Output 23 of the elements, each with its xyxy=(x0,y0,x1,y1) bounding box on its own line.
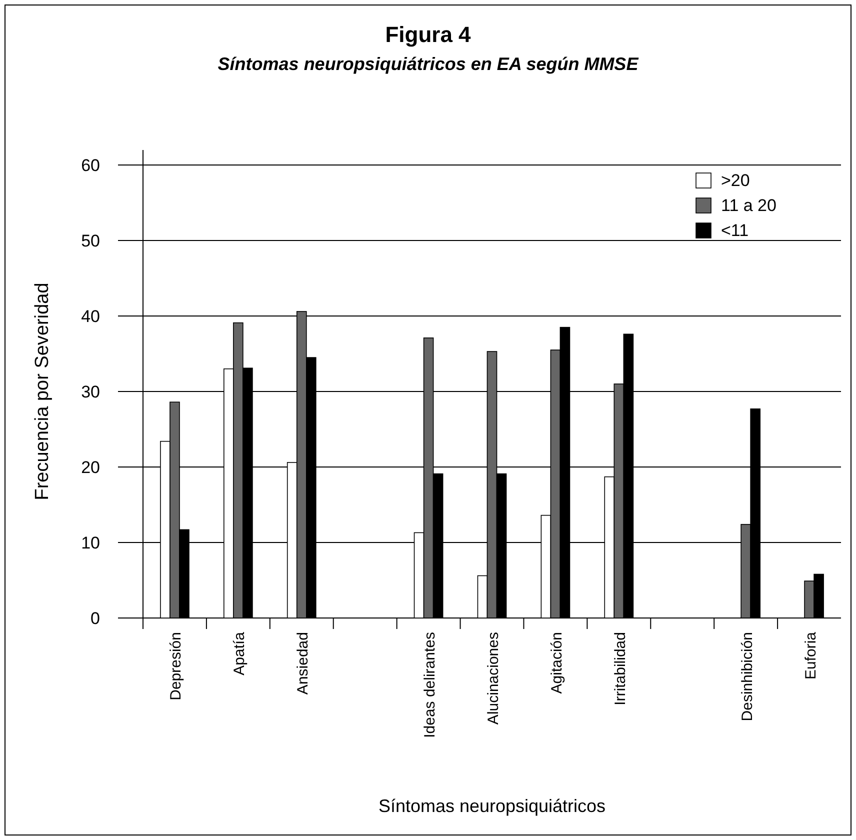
y-tick-label: 50 xyxy=(81,231,100,250)
x-tick-label: Apatía xyxy=(231,631,248,676)
legend-label: >20 xyxy=(721,171,750,190)
x-tick-label: Ideas delirantes xyxy=(422,632,439,738)
legend-label: <11 xyxy=(721,221,749,240)
legend-label: 11 a 20 xyxy=(721,196,776,215)
y-tick-label: 60 xyxy=(81,156,100,175)
chart-title: Figura 4 xyxy=(385,22,472,47)
chart-subtitle: Síntomas neuropsiquiátricos en EA según MMSE xyxy=(218,54,640,74)
x-tick-label: Depresión xyxy=(168,632,185,700)
x-tick-label: Alucinaciones xyxy=(485,632,502,725)
x-tick-label: Agitación xyxy=(548,632,566,694)
y-tick-label: 30 xyxy=(81,382,100,402)
x-tick-label: Ansiedad xyxy=(294,632,312,695)
y-axis-title: Frecuencia por Severidad xyxy=(32,282,53,500)
x-axis-title: Síntomas neuropsiquiátricos xyxy=(378,796,606,816)
y-tick-label: 10 xyxy=(81,533,100,552)
x-tick-label: Desinhibición xyxy=(738,632,756,722)
x-tick-label: Euforia xyxy=(802,631,820,680)
y-tick-label: 20 xyxy=(81,458,100,477)
y-tick-label: 0 xyxy=(90,608,100,628)
y-tick-label: 40 xyxy=(81,306,100,326)
x-tick-label: Irritabilidad xyxy=(612,632,629,706)
